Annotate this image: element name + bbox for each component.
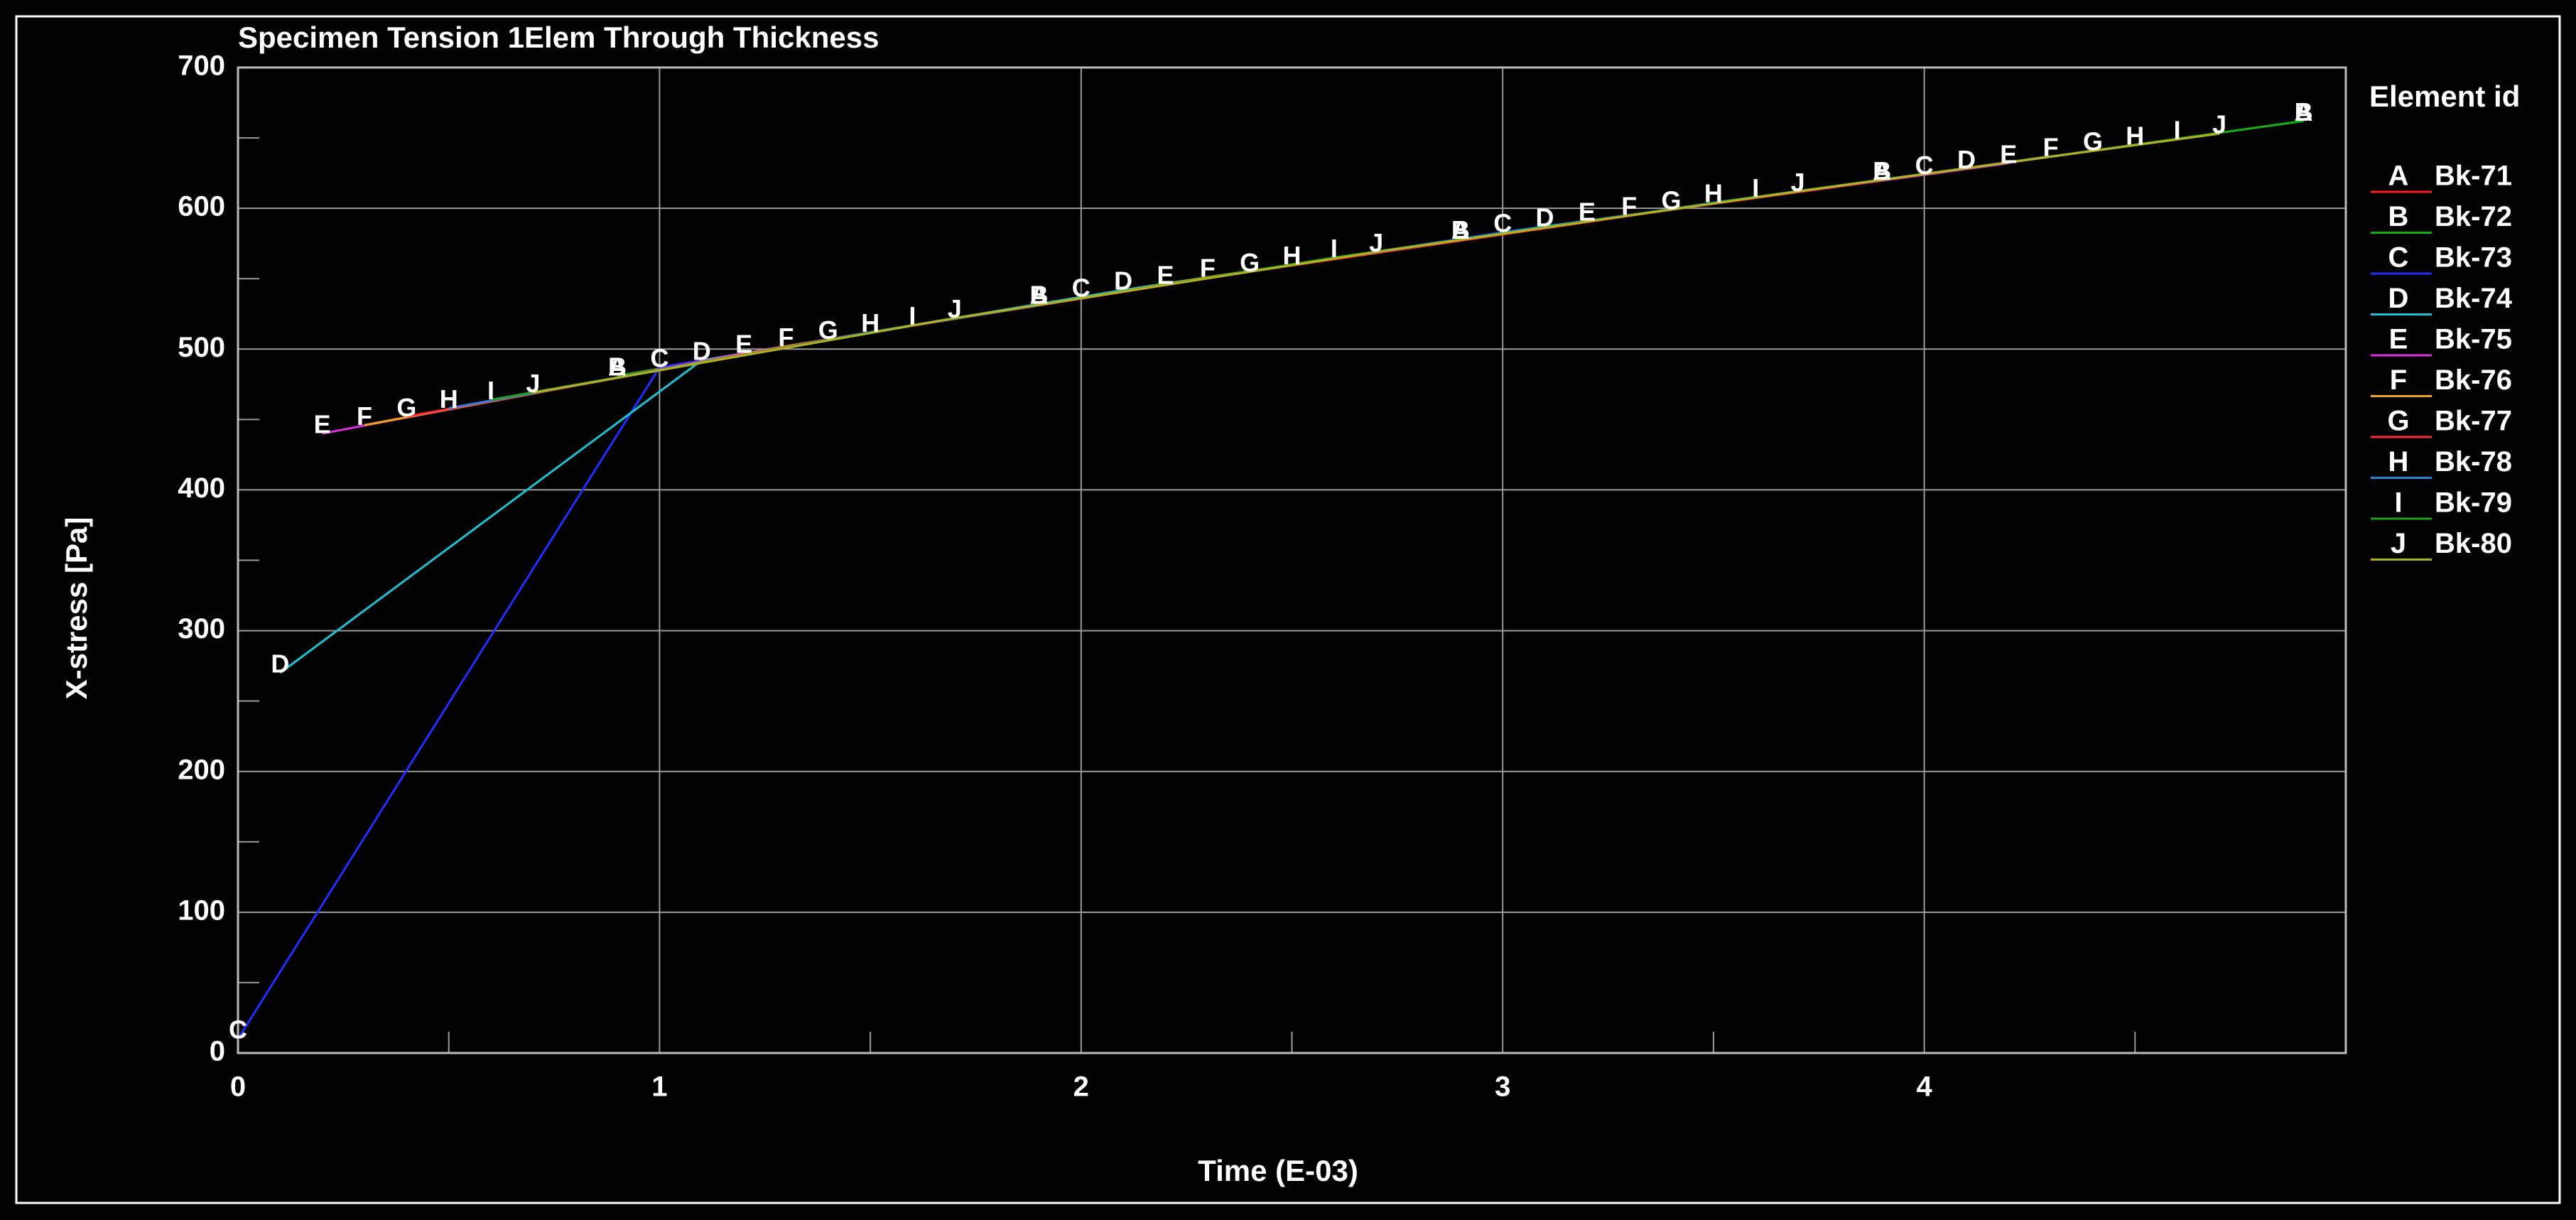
curve-marker: J xyxy=(1791,168,1805,197)
curve-marker: C xyxy=(1915,151,1934,180)
curve-marker: F xyxy=(778,323,794,352)
x-tick-label: 0 xyxy=(230,1071,246,1103)
frame xyxy=(15,15,2561,1204)
x-tick-label: 4 xyxy=(1916,1071,1932,1103)
chart-title: Specimen Tension 1Elem Through Thickness xyxy=(238,21,879,54)
series-line xyxy=(279,168,1967,674)
curve-marker: C xyxy=(650,344,669,373)
curve-marker: G xyxy=(396,393,416,422)
curve-marker: J xyxy=(1369,228,1383,257)
y-tick-label: 400 xyxy=(178,473,225,504)
legend-letter: G xyxy=(2387,406,2409,437)
curve-marker: A xyxy=(1873,156,1891,185)
y-tick-label: 500 xyxy=(178,332,225,363)
curve-marker: D xyxy=(693,337,711,366)
curve-marker: F xyxy=(357,401,372,431)
curve-marker: A xyxy=(608,352,627,381)
legend-label: Bk-71 xyxy=(2435,161,2512,192)
curve-marker: E xyxy=(1579,197,1596,226)
y-tick-label: 300 xyxy=(178,613,225,644)
curve-marker: D xyxy=(271,649,289,679)
curve-marker: D xyxy=(1114,266,1132,296)
legend-letter: F xyxy=(2390,365,2407,396)
curve-marker: F xyxy=(1621,192,1637,221)
y-axis-label: X-stress [Pa] xyxy=(60,517,93,700)
legend-label: Bk-73 xyxy=(2435,242,2512,274)
legend-label: Bk-74 xyxy=(2435,283,2513,314)
curve-marker: E xyxy=(1157,261,1174,290)
x-tick-label: 3 xyxy=(1495,1071,1510,1103)
curve-marker: C xyxy=(1072,273,1091,302)
curve-marker: J xyxy=(526,369,540,398)
curve-marker: I xyxy=(2174,116,2181,145)
legend-label: Bk-77 xyxy=(2435,406,2512,437)
curve-marker: G xyxy=(818,315,838,345)
curve-marker: H xyxy=(1704,179,1723,208)
curve-marker: E xyxy=(735,330,752,359)
curve-marker: J xyxy=(2212,110,2226,139)
curve-marker: B xyxy=(1873,156,1891,185)
series-line xyxy=(322,162,2009,435)
curve-marker: I xyxy=(909,301,916,330)
y-tick-label: 0 xyxy=(210,1036,225,1067)
legend-letter: C xyxy=(2388,242,2409,274)
curve-marker: H xyxy=(440,384,458,414)
legend-letter: B xyxy=(2388,201,2409,232)
curve-marker: I xyxy=(1752,173,1759,203)
legend-title: Element id xyxy=(2369,80,2520,113)
legend-letter: E xyxy=(2389,324,2408,355)
curve-marker: J xyxy=(948,294,962,323)
curve-marker: A xyxy=(1029,280,1048,309)
curve-marker: C xyxy=(1493,208,1512,237)
curve-marker: C xyxy=(229,1015,247,1044)
curve-marker: I xyxy=(487,376,494,405)
legend-label: Bk-72 xyxy=(2435,201,2512,232)
curve-marker: B xyxy=(2295,97,2313,126)
y-tick-label: 600 xyxy=(178,191,225,222)
curve-marker: H xyxy=(2126,121,2144,150)
curve-marker: G xyxy=(1240,248,1260,277)
legend-letter: J xyxy=(2391,528,2406,559)
series-line xyxy=(533,132,2220,394)
curve-marker: B xyxy=(1029,280,1048,309)
curve-marker: F xyxy=(2043,132,2059,161)
x-tick-label: 1 xyxy=(651,1071,667,1103)
curve-marker: B xyxy=(1451,215,1470,244)
x-tick-label: 2 xyxy=(1073,1071,1089,1103)
curve-marker: B xyxy=(608,352,627,381)
legend-label: Bk-76 xyxy=(2435,365,2512,396)
curve-marker: D xyxy=(1536,203,1554,232)
y-tick-label: 200 xyxy=(178,754,225,785)
curve-marker: E xyxy=(2000,139,2017,168)
legend-label: Bk-75 xyxy=(2435,324,2512,355)
plot-frame xyxy=(237,66,2347,1054)
curve-marker: F xyxy=(1200,254,1216,283)
legend-label: Bk-78 xyxy=(2435,446,2512,477)
curve-marker: H xyxy=(1283,241,1301,270)
curve-marker: A xyxy=(1451,215,1470,244)
curve-marker: E xyxy=(314,410,331,439)
curve-marker: G xyxy=(2083,126,2103,156)
y-tick-label: 100 xyxy=(178,895,225,926)
legend-letter: A xyxy=(2388,161,2409,192)
legend-letter: I xyxy=(2394,487,2402,519)
legend-letter: D xyxy=(2388,283,2409,314)
curve-marker: H xyxy=(861,308,880,338)
legend-label: Bk-80 xyxy=(2435,528,2512,559)
curve-marker: D xyxy=(1957,145,1976,174)
curve-marker: A xyxy=(2295,97,2313,126)
curve-marker: I xyxy=(1331,234,1338,263)
x-axis-label: Time (E-03) xyxy=(1198,1154,1358,1187)
legend-label: Bk-79 xyxy=(2435,487,2512,519)
legend-letter: H xyxy=(2388,446,2409,477)
curve-marker: G xyxy=(1662,186,1682,215)
y-tick-label: 700 xyxy=(178,50,225,82)
